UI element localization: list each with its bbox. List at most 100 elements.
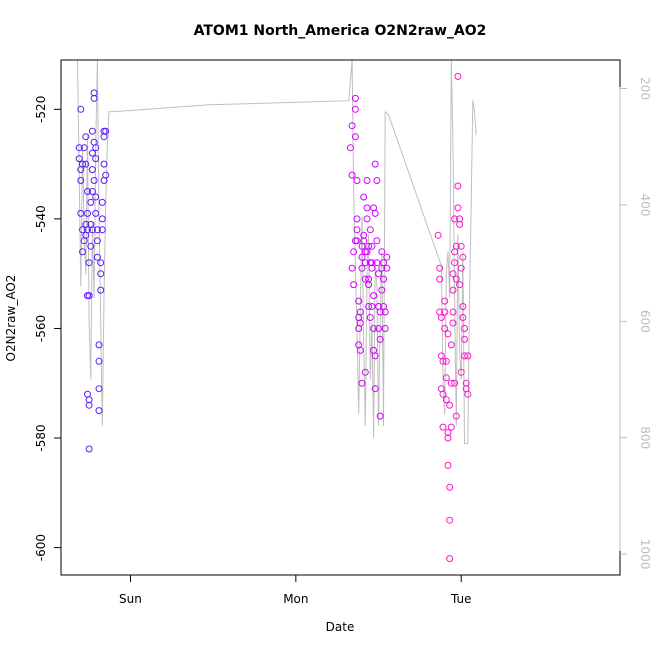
data-point-s2-12	[441, 325, 449, 332]
data-point-s1-19	[356, 308, 364, 316]
data-point-s2-34	[454, 204, 462, 212]
data-point-s1-60	[378, 248, 386, 256]
data-point-s2-40	[459, 303, 467, 310]
data-point-s0-28	[88, 127, 96, 135]
y-tick-label: -520	[34, 96, 48, 123]
data-point-s2-47	[464, 390, 472, 398]
data-point-s1-55	[376, 412, 384, 420]
y-axis-label: O2N2raw_AO2	[4, 275, 18, 362]
data-point-s2-22	[447, 423, 455, 431]
data-point-s0-35	[90, 94, 98, 102]
x-axis-label: Date	[326, 620, 355, 634]
data-point-s2-33	[454, 182, 462, 190]
data-point-s0-40	[92, 209, 100, 217]
data-point-s0-14	[82, 160, 90, 168]
right-tick-label: 800	[638, 426, 650, 449]
data-point-s1-6	[351, 94, 359, 102]
data-point-s0-5	[77, 209, 85, 217]
data-point-s2-9	[439, 357, 447, 365]
data-point-s2-50	[452, 412, 460, 420]
plot-frame	[60, 59, 621, 576]
data-point-s1-66	[383, 253, 391, 261]
data-point-s0-32	[88, 226, 96, 234]
data-point-s0-15	[84, 188, 91, 195]
data-point-s0-24	[85, 401, 93, 409]
data-point-s0-13	[82, 133, 90, 141]
x-tick-label: Mon	[283, 592, 308, 606]
data-point-s2-15	[442, 396, 450, 404]
data-point-s0-3	[77, 105, 85, 113]
data-point-s1-49	[373, 177, 381, 184]
data-point-s0-54	[100, 160, 108, 168]
data-point-s2-8	[439, 423, 447, 431]
x-tick-label: Tue	[450, 592, 472, 606]
data-point-s1-8	[351, 133, 359, 141]
data-point-s1-17	[356, 346, 364, 354]
data-point-s0-17	[84, 209, 91, 217]
data-point-s1-25	[360, 237, 368, 245]
data-point-s2-10	[441, 297, 449, 305]
data-point-s0-38	[92, 155, 100, 163]
data-point-s2-14	[442, 374, 450, 382]
data-point-s0-47	[95, 341, 103, 349]
data-point-s2-1	[436, 264, 444, 272]
data-point-s1-42	[370, 292, 378, 300]
data-point-s2-23	[447, 379, 455, 387]
data-point-s0-46	[95, 407, 103, 415]
right-axis: 200 400 600 800 1000	[619, 77, 650, 570]
data-point-s0-21	[85, 292, 93, 300]
data-points-layer	[75, 72, 472, 563]
right-tick-label: 1000	[638, 539, 650, 570]
data-point-s1-45	[371, 385, 379, 393]
data-point-s1-64	[381, 308, 389, 316]
data-point-s1-73	[365, 275, 373, 283]
data-point-s0-29	[88, 149, 96, 157]
data-point-s2-17	[444, 434, 452, 442]
data-point-s1-9	[353, 177, 361, 184]
data-point-s1-50	[373, 237, 381, 245]
right-tick-label: 600	[638, 310, 650, 333]
connecting-line	[77, 59, 477, 444]
data-point-s2-29	[451, 259, 459, 267]
data-point-s1-3	[348, 264, 356, 272]
y-tick-label: -560	[34, 315, 48, 342]
data-point-s2-18	[444, 461, 452, 469]
data-point-s1-34	[365, 242, 373, 250]
data-point-s2-53	[459, 253, 467, 261]
data-point-s1-61	[380, 259, 387, 267]
data-point-s2-25	[449, 319, 457, 327]
data-point-s1-52	[375, 270, 382, 278]
data-point-s2-41	[459, 314, 467, 321]
data-point-s0-52	[98, 215, 106, 223]
data-point-s1-70	[351, 237, 359, 245]
data-point-s2-55	[444, 330, 452, 338]
data-point-s0-44	[95, 357, 103, 365]
data-point-s2-26	[449, 308, 457, 316]
data-point-s1-38	[368, 303, 376, 310]
data-point-s0-36	[90, 177, 98, 184]
data-point-s1-41	[368, 242, 376, 250]
data-point-s1-71	[363, 177, 371, 184]
data-point-s1-43	[370, 325, 378, 332]
data-point-s2-54	[449, 286, 457, 294]
data-point-s2-32	[452, 275, 460, 283]
data-point-s1-7	[351, 105, 359, 113]
data-point-s2-20	[446, 516, 454, 524]
data-point-s1-40	[368, 259, 376, 267]
data-point-s2-44	[461, 352, 468, 360]
data-point-s2-11	[441, 308, 449, 316]
x-tick-label: Sun	[119, 592, 142, 606]
data-point-s0-41	[93, 226, 101, 234]
data-point-s2-2	[436, 275, 444, 283]
data-point-s2-24	[447, 341, 455, 349]
x-axis: Sun Mon Tue	[119, 574, 472, 606]
data-point-s0-37	[92, 144, 100, 152]
data-point-s1-62	[380, 275, 387, 283]
data-point-s1-11	[353, 226, 361, 234]
data-point-s0-31	[88, 188, 96, 195]
data-point-s1-10	[353, 215, 361, 223]
data-point-s1-57	[376, 308, 384, 316]
data-point-s0-10	[80, 144, 88, 152]
data-point-s1-13	[355, 297, 363, 305]
y-axis: -600 -580 -560 -540 -520	[34, 96, 62, 561]
